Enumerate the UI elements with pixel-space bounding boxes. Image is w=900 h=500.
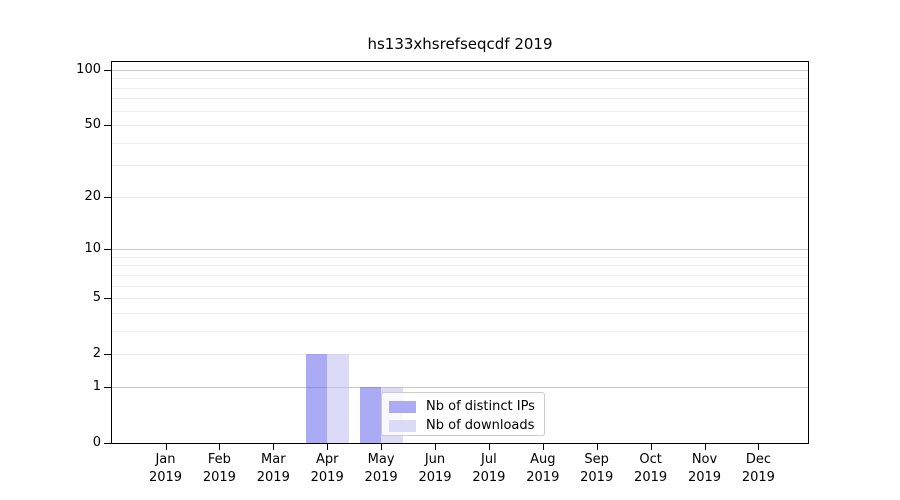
gridline-minor: [112, 142, 808, 144]
x-tick-label: Jan 2019: [148, 452, 183, 485]
gridline-minor: [112, 110, 808, 112]
gridline-major: [112, 69, 808, 71]
x-tick: [219, 444, 221, 450]
x-tick-label: Feb 2019: [202, 452, 236, 485]
x-tick-label: Apr 2019: [310, 452, 344, 485]
x-tick: [435, 444, 436, 450]
gridline-minor: [112, 354, 808, 356]
x-tick: [758, 444, 760, 450]
x-tick-label: Jul 2019: [472, 452, 506, 485]
gridline-minor: [112, 165, 808, 167]
x-tick: [273, 444, 275, 450]
y-tick-label: 10: [84, 241, 101, 257]
x-tick-label: Dec 2019: [741, 452, 775, 485]
y-tick-label: 1: [92, 378, 101, 394]
bar-apr-series0: [305, 354, 328, 443]
x-tick: [327, 444, 329, 450]
y-tick: [104, 125, 111, 127]
legend: Nb of distinct IPs Nb of downloads: [381, 392, 545, 436]
gridline-major: [112, 386, 808, 388]
gridline-minor: [112, 256, 808, 258]
x-tick: [488, 444, 490, 450]
y-tick-label: 20: [84, 188, 101, 204]
y-tick: [104, 443, 111, 444]
y-tick: [104, 69, 111, 71]
gridline-minor: [112, 78, 808, 80]
y-tick: [104, 354, 111, 356]
y-tick-label: 0: [92, 435, 101, 450]
y-tick: [104, 196, 111, 198]
chart-title: hs133xhsrefseqcdf 2019: [367, 35, 553, 53]
y-tick-label: 50: [84, 117, 101, 133]
x-tick-label: Nov 2019: [687, 452, 722, 485]
y-tick-label: 100: [76, 61, 101, 77]
gridline-minor: [112, 98, 808, 100]
plot-area: Nb of distinct IPs Nb of downloads: [111, 61, 809, 444]
x-tick: [381, 444, 383, 450]
bar-may-series0: [359, 386, 382, 443]
x-tick: [650, 444, 652, 450]
legend-swatch: [389, 420, 416, 432]
gridline-minor: [112, 285, 808, 287]
x-tick: [542, 444, 544, 450]
legend-item: Nb of distinct IPs: [389, 398, 537, 416]
x-tick: [596, 444, 598, 450]
legend-label: Nb of distinct IPs: [426, 399, 535, 414]
gridline-minor: [112, 312, 808, 314]
x-tick-label: Mar 2019: [256, 452, 290, 485]
x-tick: [165, 444, 167, 450]
x-tick-label: Aug 2019: [526, 452, 560, 485]
gridline-minor: [112, 298, 808, 300]
gridline-minor: [112, 265, 808, 267]
bar-apr-series1: [327, 354, 349, 443]
gridline-minor: [112, 87, 808, 89]
y-tick: [104, 249, 111, 251]
legend-item: Nb of downloads: [389, 417, 537, 435]
legend-swatch: [389, 401, 416, 413]
y-tick: [104, 386, 111, 388]
y-tick-label: 5: [92, 290, 101, 306]
y-tick-label: 2: [92, 346, 101, 362]
x-tick-label: Jun 2019: [418, 452, 452, 485]
gridline-minor: [112, 125, 808, 127]
x-tick: [704, 444, 706, 450]
gridline-minor: [112, 330, 808, 332]
x-tick-label: Oct 2019: [634, 452, 668, 485]
x-tick-label: Sep 2019: [580, 452, 614, 485]
gridline-minor: [112, 274, 808, 276]
gridline-major: [112, 249, 808, 251]
x-tick-label: May 2019: [364, 452, 398, 485]
legend-label: Nb of downloads: [426, 418, 535, 433]
gridline-minor: [112, 196, 808, 198]
y-tick: [104, 298, 111, 300]
